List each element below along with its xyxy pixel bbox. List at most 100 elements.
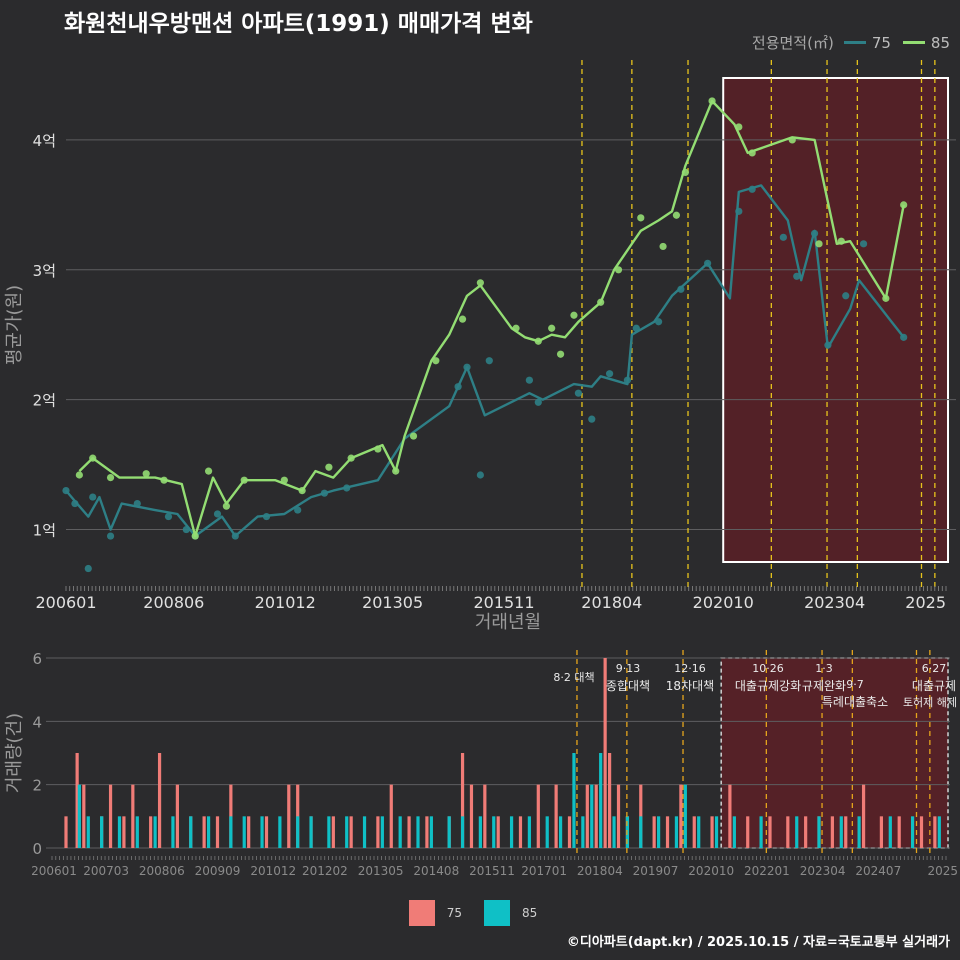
series-85-point xyxy=(637,214,645,222)
bar-75 xyxy=(679,784,683,848)
series-75-point xyxy=(793,272,801,280)
bar-75 xyxy=(652,816,656,848)
y-tick-label: 4억 xyxy=(33,132,56,150)
y-axis-title: 평균가(원) xyxy=(4,285,25,365)
bar-legend-85-label: 85 xyxy=(522,906,538,920)
bar-85 xyxy=(639,816,643,848)
bar-x-tick-label: 201804 xyxy=(577,864,623,878)
series-85-point xyxy=(748,149,756,157)
series-85-point xyxy=(392,467,400,475)
bar-x-tick-label: 201511 xyxy=(469,864,515,878)
series-75-line xyxy=(65,184,905,538)
bar-x-tick-label: 201907 xyxy=(633,864,679,878)
bar-75 xyxy=(607,753,612,848)
bar-75 xyxy=(933,816,937,848)
bar-75 xyxy=(786,816,790,848)
series-85-point xyxy=(160,476,168,484)
series-75-point xyxy=(84,564,92,573)
series-75-point xyxy=(779,233,787,241)
bar-85 xyxy=(674,816,679,848)
series-85-point xyxy=(788,136,796,144)
series-85-point xyxy=(597,298,605,306)
bar-85 xyxy=(732,816,736,848)
legend-75-label: 75 xyxy=(871,33,891,52)
series-85-point xyxy=(106,474,115,482)
bar-85 xyxy=(460,816,465,848)
series-85-point xyxy=(240,476,248,484)
policy-annotation-date: 토허제 해제 xyxy=(903,695,957,709)
series-85-point xyxy=(325,463,333,471)
bar-75 xyxy=(157,753,162,848)
series-75-point xyxy=(588,415,596,423)
bar-85 xyxy=(309,816,313,848)
bar-85 xyxy=(888,816,892,848)
bar-85 xyxy=(759,816,763,848)
x-tick-label: 202304 xyxy=(804,593,865,612)
series-85-point xyxy=(882,294,890,302)
bar-75 xyxy=(407,816,411,848)
bar-85 xyxy=(100,816,104,848)
bar-75 xyxy=(131,784,135,848)
series-85-point xyxy=(735,123,743,131)
bar-85 xyxy=(260,816,264,848)
series-75-point xyxy=(655,318,663,326)
series-85-point xyxy=(570,311,578,319)
bar-75 xyxy=(844,816,848,848)
bar-75 xyxy=(496,816,500,848)
bar-75 xyxy=(585,784,589,848)
bar-x-tick-label: 200601 xyxy=(31,864,77,878)
policy-annotation-label: 대출규제강화 xyxy=(735,679,801,693)
bar-85 xyxy=(327,816,331,848)
series-85-point xyxy=(815,240,823,248)
bar-75 xyxy=(82,784,86,848)
series-85-point xyxy=(298,486,306,495)
series-75-point xyxy=(623,376,632,384)
source-caption: ©디아파트(dapt.kr) / 2025.10.15 / 자료=국토교통부 실… xyxy=(566,935,950,950)
bar-85 xyxy=(447,816,451,848)
series-75-point xyxy=(164,512,173,521)
bar-85 xyxy=(545,816,549,848)
bar-85 xyxy=(509,816,514,848)
bar-highlight-region xyxy=(720,657,949,849)
bar-75 xyxy=(665,816,670,848)
x-tick-label: 202010 xyxy=(693,593,754,612)
policy-annotation-label: 특례대출축소 xyxy=(822,695,888,709)
bar-85 xyxy=(189,816,193,848)
series-85-point xyxy=(458,315,467,323)
series-75-point xyxy=(463,363,471,371)
bar-75 xyxy=(603,658,607,848)
series-75-point xyxy=(677,285,685,293)
policy-annotation-date: 6·27 xyxy=(922,662,947,675)
bar-85 xyxy=(242,816,246,848)
bar-75 xyxy=(202,816,206,848)
bar-75 xyxy=(264,816,269,848)
bar-85 xyxy=(683,784,687,848)
bar-75 xyxy=(594,784,598,848)
series-75-point xyxy=(294,506,302,514)
series-75-point xyxy=(605,370,614,378)
series-75-point xyxy=(900,333,908,341)
bar-75 xyxy=(149,816,153,848)
series-85-point xyxy=(556,350,565,358)
series-85-point xyxy=(512,324,520,332)
bar-y-tick-label: 4 xyxy=(32,713,42,731)
bar-75 xyxy=(897,816,901,848)
bar-85 xyxy=(581,816,585,848)
series-75-point xyxy=(133,499,141,508)
policy-annotation-date: 9·13 xyxy=(616,662,641,675)
series-75-point xyxy=(704,259,712,267)
bar-85 xyxy=(117,816,122,848)
bar-x-tick-label: 2025 xyxy=(927,864,958,878)
policy-annotation-label: 대출규제 xyxy=(912,679,956,693)
bar-75 xyxy=(64,816,68,848)
series-75-point xyxy=(842,292,850,300)
bar-x-tick-label: 202201 xyxy=(744,864,790,878)
area-legend-title: 전용면적(㎡) xyxy=(751,34,834,52)
bar-75 xyxy=(122,816,126,848)
series-75-point xyxy=(89,493,97,501)
bar-85 xyxy=(492,816,496,848)
bar-75 xyxy=(215,816,220,848)
bar-85 xyxy=(714,816,719,848)
series-85-point xyxy=(347,454,355,462)
